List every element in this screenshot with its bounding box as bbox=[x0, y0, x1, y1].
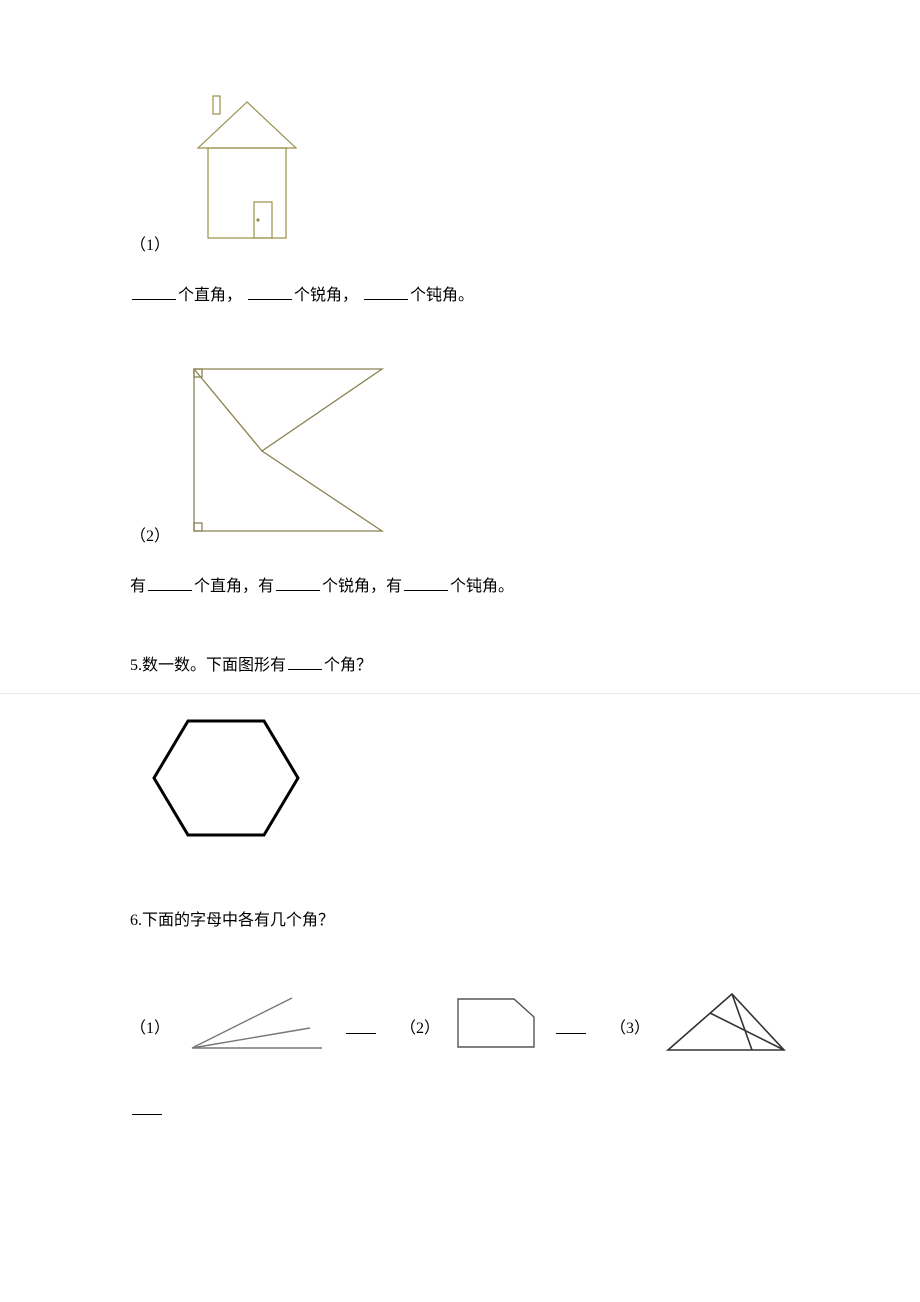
q6-heading: 6.下面的字母中各有几个角？ bbox=[130, 906, 790, 930]
q2-blank-right-angle bbox=[148, 575, 192, 591]
q5-heading: 5.数一数。下面图形有 个角？ bbox=[130, 651, 790, 675]
q1-text-2: 个锐角， bbox=[294, 287, 358, 304]
q2-label: （2） bbox=[130, 522, 170, 546]
q1-blank-acute bbox=[248, 284, 292, 300]
q6-blank2 bbox=[556, 1018, 586, 1034]
q1-row: （1） bbox=[130, 90, 790, 255]
q6-figures-row: （1） （2） （3） bbox=[130, 988, 790, 1063]
q1-text-1: 个直角， bbox=[178, 287, 242, 304]
q2-text-3: 个钝角。 bbox=[450, 578, 514, 595]
q2-answer-line: 有 个直角，有 个锐角，有 个钝角。 bbox=[130, 574, 790, 600]
q1-label: （1） bbox=[130, 231, 170, 255]
q6-blank1 bbox=[346, 1018, 376, 1034]
q2-blank-obtuse bbox=[404, 575, 448, 591]
q6-fig3 bbox=[662, 988, 792, 1063]
q6-item3-label: （3） bbox=[610, 1014, 650, 1038]
q6-fig1 bbox=[182, 988, 332, 1063]
q6-fig2 bbox=[452, 993, 542, 1058]
q6-blank3 bbox=[132, 1099, 162, 1115]
faint-divider bbox=[0, 693, 920, 694]
q5-hexagon-figure bbox=[136, 703, 316, 858]
q2-row: （2） bbox=[130, 361, 790, 546]
q5-heading-suffix: 个角？ bbox=[324, 657, 372, 674]
q1-text-3: 个钝角。 bbox=[410, 287, 474, 304]
q2-blank-acute bbox=[276, 575, 320, 591]
q2-text-2: 个锐角，有 bbox=[322, 578, 402, 595]
q2-text-1: 个直角，有 bbox=[194, 578, 274, 595]
q2-prefix: 有 bbox=[130, 578, 146, 595]
q1-house-figure bbox=[182, 90, 312, 255]
q1-blank-obtuse bbox=[364, 284, 408, 300]
worksheet-content: （1） 个直角， 个锐角， 个钝角。 bbox=[0, 0, 920, 1120]
q6-item1-label: （1） bbox=[130, 1014, 170, 1038]
q5-blank bbox=[288, 654, 322, 670]
q1-answer-line: 个直角， 个锐角， 个钝角。 bbox=[130, 283, 790, 309]
q5-heading-prefix: 5.数一数。下面图形有 bbox=[130, 657, 286, 674]
q2-shape-figure bbox=[182, 361, 402, 546]
q6-blank3-row bbox=[130, 1099, 790, 1120]
q6-item2-label: （2） bbox=[400, 1014, 440, 1038]
q1-blank-right-angle bbox=[132, 284, 176, 300]
